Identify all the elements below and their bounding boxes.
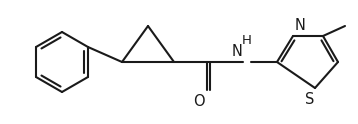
Text: S: S — [305, 92, 315, 107]
Text: H: H — [242, 34, 252, 47]
Text: O: O — [193, 94, 205, 109]
Text: N: N — [232, 45, 242, 60]
Text: N: N — [295, 18, 305, 33]
